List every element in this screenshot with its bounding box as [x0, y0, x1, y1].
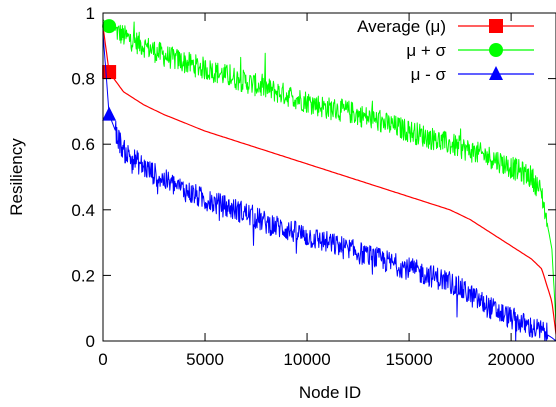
legend-label-mu-plus-sigma: μ + σ: [406, 41, 446, 60]
x-axis-label: Node ID: [299, 383, 361, 402]
x-tick-label: 0: [98, 350, 107, 369]
legend-marker-mu-minus-sigma: [489, 66, 503, 80]
series-marker-mu-minus-sigma: [102, 106, 117, 121]
y-tick-label: 0.8: [71, 70, 95, 89]
y-tick-label: 0.2: [71, 266, 95, 285]
legend-marker-average: [489, 19, 503, 33]
y-tick-label: 0: [86, 332, 95, 351]
y-tick-label: 0.6: [71, 135, 95, 154]
legend-marker-mu-plus-sigma: [489, 43, 503, 57]
x-tick-label: 5000: [186, 350, 224, 369]
legend-label-mu-minus-sigma: μ - σ: [411, 65, 447, 84]
x-tick-label: 15000: [385, 350, 432, 369]
y-tick-label: 0.4: [71, 201, 95, 220]
legend: Average (μ) μ + σ μ - σ: [357, 17, 534, 84]
x-tick-label: 10000: [283, 350, 330, 369]
y-axis-label: Resiliency: [7, 138, 26, 216]
y-tick-label: 1: [86, 4, 95, 23]
ticks-layer: 0 5000 10000 15000 20000 0 0.2 0.4 0.6 0.8 1: [71, 4, 556, 369]
series-marker-average: [102, 65, 117, 80]
series-line-mu-minus-sigma: [102, 32, 556, 342]
series-line-average: [102, 26, 556, 335]
series-line-mu-plus-sigma: [102, 19, 556, 325]
series-marker-mu-plus-sigma: [102, 19, 117, 34]
legend-label-average: Average (μ): [357, 17, 446, 36]
plot-frame: [102, 12, 556, 342]
x-tick-label: 20000: [487, 350, 534, 369]
series-layer: [102, 19, 556, 342]
